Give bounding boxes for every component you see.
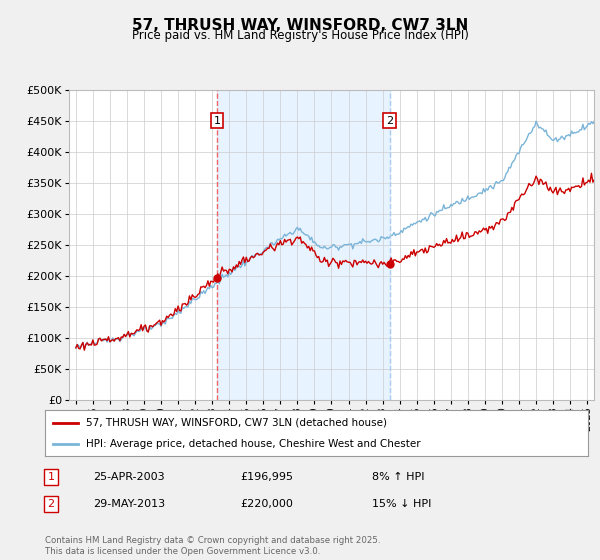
Text: 1: 1 bbox=[214, 116, 221, 125]
Text: HPI: Average price, detached house, Cheshire West and Chester: HPI: Average price, detached house, Ches… bbox=[86, 439, 421, 449]
Text: £196,995: £196,995 bbox=[240, 472, 293, 482]
Text: 2: 2 bbox=[386, 116, 393, 125]
Text: 57, THRUSH WAY, WINSFORD, CW7 3LN: 57, THRUSH WAY, WINSFORD, CW7 3LN bbox=[132, 18, 468, 33]
Text: 15% ↓ HPI: 15% ↓ HPI bbox=[372, 499, 431, 509]
Text: 1: 1 bbox=[47, 472, 55, 482]
Text: Price paid vs. HM Land Registry's House Price Index (HPI): Price paid vs. HM Land Registry's House … bbox=[131, 29, 469, 42]
Text: £220,000: £220,000 bbox=[240, 499, 293, 509]
Text: 2: 2 bbox=[47, 499, 55, 509]
Text: 57, THRUSH WAY, WINSFORD, CW7 3LN (detached house): 57, THRUSH WAY, WINSFORD, CW7 3LN (detac… bbox=[86, 418, 387, 428]
Text: 8% ↑ HPI: 8% ↑ HPI bbox=[372, 472, 425, 482]
Bar bbox=[217, 90, 389, 400]
Text: Contains HM Land Registry data © Crown copyright and database right 2025.
This d: Contains HM Land Registry data © Crown c… bbox=[45, 536, 380, 556]
Text: 29-MAY-2013: 29-MAY-2013 bbox=[93, 499, 165, 509]
Text: 25-APR-2003: 25-APR-2003 bbox=[93, 472, 164, 482]
